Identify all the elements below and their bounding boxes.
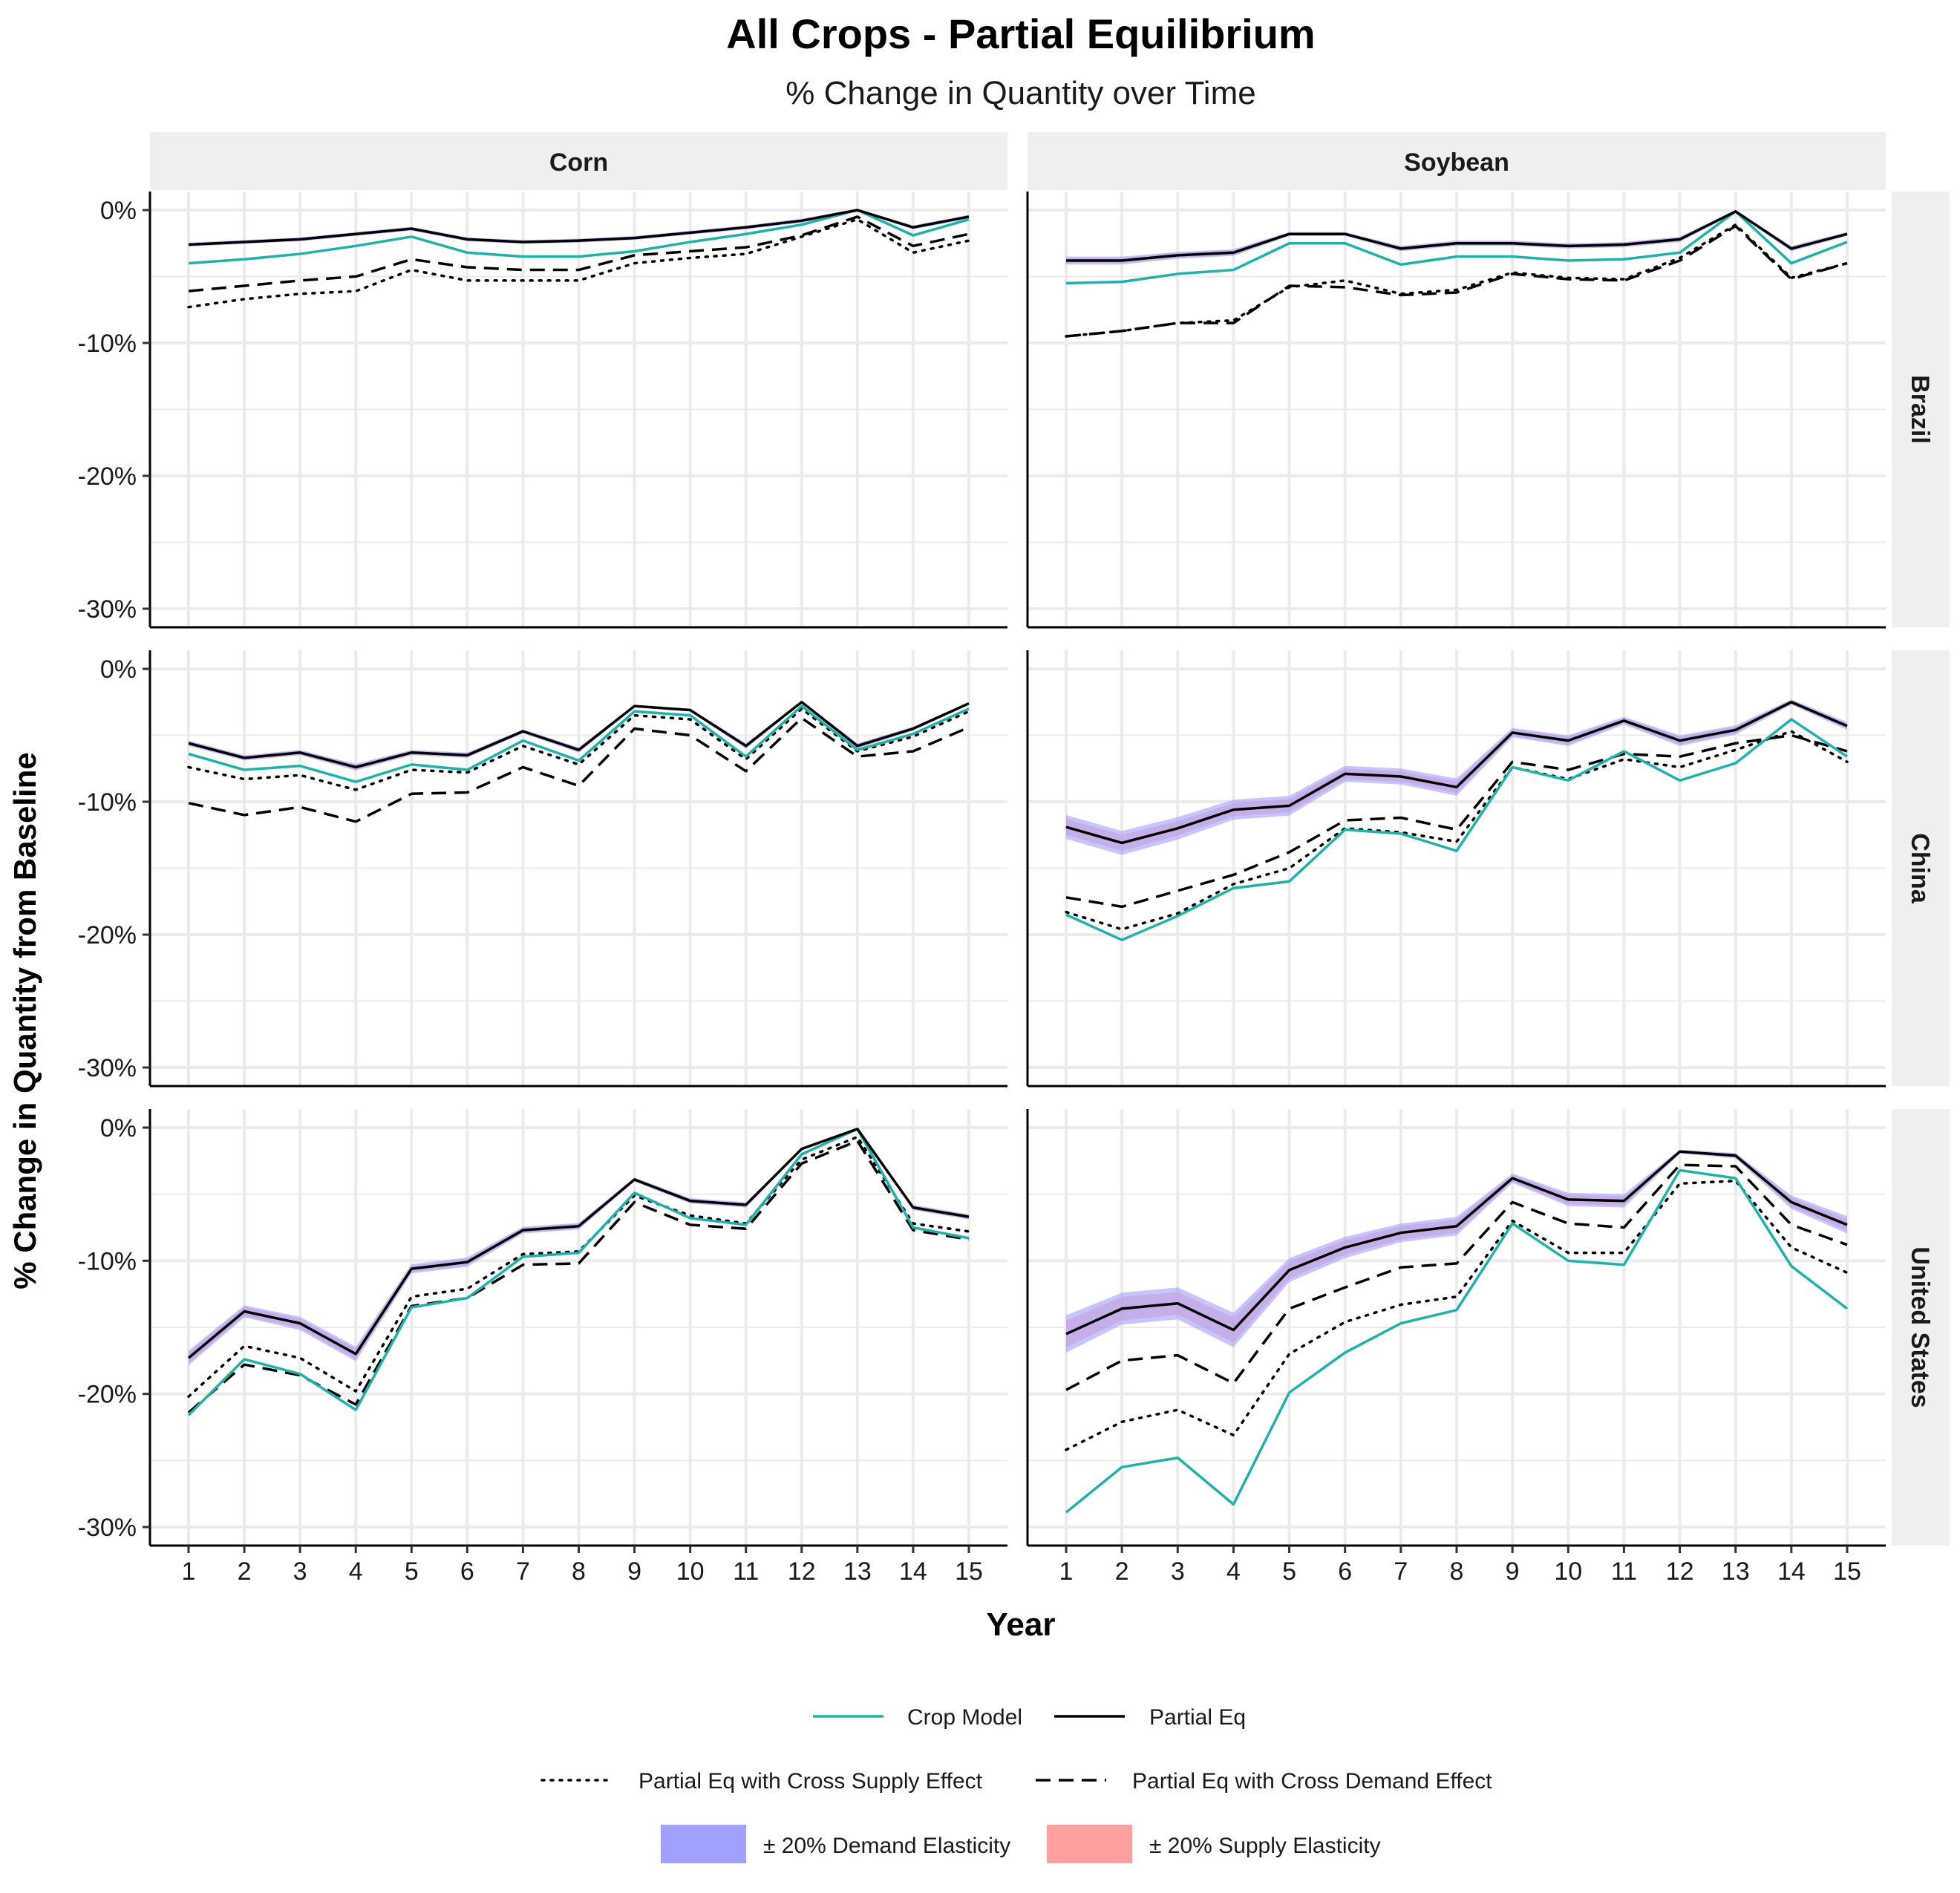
y-tick-label: 0%: [100, 655, 137, 684]
x-tick-label: 13: [1722, 1557, 1750, 1586]
x-tick-label: 10: [676, 1557, 705, 1586]
legend-crop-model-label: Crop Model: [907, 1705, 1022, 1730]
demand-elasticity-band: [1066, 699, 1847, 855]
x-tick-label: 4: [349, 1557, 363, 1586]
crop-model-line: [187, 1128, 970, 1416]
chart-title: All Crops - Partial Equilibrium: [726, 10, 1315, 57]
x-tick-label: 15: [955, 1557, 983, 1586]
y-tick-label: 0%: [100, 1114, 137, 1142]
y-axis-title: % Change in Quantity from Baseline: [7, 752, 42, 1289]
demand-elasticity-band: [189, 209, 969, 247]
cross-demand-line: [1065, 224, 1848, 338]
crop-model-line: [188, 209, 970, 265]
legend-partial-eq-label: Partial Eq: [1149, 1705, 1246, 1730]
legend-cross-supply-label: Partial Eq with Cross Supply Effect: [638, 1769, 983, 1794]
cross-supply-line: [1065, 223, 1849, 338]
x-tick-label: 4: [1226, 1557, 1241, 1586]
legend-cross-demand-label: Partial Eq with Cross Demand Effect: [1132, 1769, 1492, 1794]
x-tick-label: 6: [1338, 1557, 1352, 1586]
x-tick-label: 9: [627, 1557, 641, 1586]
y-tick-label: -30%: [78, 595, 137, 624]
x-tick-label: 5: [1282, 1557, 1296, 1586]
partial-eq-line: [188, 209, 970, 246]
cross-demand-line: [188, 215, 970, 292]
x-tick-label: 12: [788, 1557, 816, 1586]
demand-elasticity-band: [189, 1128, 969, 1366]
cross-supply-line: [187, 1135, 970, 1399]
strip-china: [1892, 650, 1950, 1086]
x-tick-label: 10: [1554, 1557, 1582, 1586]
panel-united-states-soybean: 1 2 3 4 5 6 7 8 9 10 11 12 13 14 15: [1026, 1109, 1886, 1586]
partial-eq-line: [1066, 210, 1848, 262]
strip-corn: [150, 132, 1007, 190]
crop-model-line: [1065, 1168, 1849, 1514]
x-tick-label: 12: [1666, 1557, 1694, 1586]
legend-demand-elasticity-label: ± 20% Demand Elasticity: [763, 1834, 1010, 1858]
strip-united-states: [1892, 1109, 1950, 1546]
panel-china-soybean: [1026, 650, 1886, 1088]
partial-eq-line: [1065, 701, 1848, 845]
partial-eq-line: [1065, 1150, 1848, 1335]
x-tick-label: 3: [293, 1557, 307, 1586]
legend-supply-elasticity-key: [1047, 1825, 1132, 1863]
cross-demand-line: [1065, 1163, 1848, 1391]
legend-supply-elasticity-label: ± 20% Supply Elasticity: [1149, 1834, 1381, 1858]
strip-label-brazil: Brazil: [1906, 375, 1934, 444]
panel-united-states-corn: 0%-10%-20%-30%1 2 3 4 5 6 7 8 9 10 11 12 13 14 15: [78, 1109, 1007, 1586]
crop-model-line: [188, 704, 970, 783]
strip-label-united-states: United States: [1906, 1246, 1934, 1408]
strip-brazil: [1892, 192, 1950, 627]
y-tick-label: -10%: [78, 788, 137, 817]
panel-brazil-soybean: [1026, 192, 1886, 629]
y-tick-label: -30%: [78, 1514, 137, 1542]
y-tick-label: -30%: [78, 1054, 137, 1082]
crop-model-line: [1065, 210, 1848, 285]
y-tick-label: 0%: [100, 197, 137, 225]
strip-soybean: [1028, 132, 1886, 190]
strip-label-corn: Corn: [549, 148, 608, 177]
x-tick-label: 6: [460, 1557, 474, 1586]
x-tick-label: 5: [405, 1557, 419, 1586]
x-tick-label: 2: [1115, 1557, 1129, 1586]
chart-subtitle: % Change in Quantity over Time: [785, 75, 1255, 111]
x-tick-label: 3: [1171, 1557, 1185, 1586]
panel-china-corn: 0% -10% -20% -30%: [78, 650, 1007, 1088]
x-tick-label: 9: [1506, 1557, 1520, 1586]
x-tick-label: 11: [1611, 1557, 1637, 1586]
x-tick-label: 1: [182, 1557, 196, 1586]
x-tick-label: 14: [899, 1557, 927, 1586]
x-tick-label: 14: [1777, 1557, 1806, 1586]
crop-model-line: [1065, 718, 1848, 941]
legend: Crop Model Partial Eq Partial Eq with Cros…: [540, 1705, 1492, 1863]
x-tick-label: 15: [1833, 1557, 1861, 1586]
y-tick-label: -10%: [78, 330, 137, 358]
partial-eq-line: [187, 1128, 970, 1359]
strip-label-china: China: [1906, 833, 1934, 904]
x-tick-label: 7: [1394, 1557, 1408, 1586]
partial-eq-line: [188, 701, 970, 769]
cross-supply-line: [1065, 730, 1849, 931]
x-tick-label: 7: [516, 1557, 530, 1586]
x-tick-label: 8: [1450, 1557, 1464, 1586]
x-axis-title: Year: [987, 1606, 1056, 1643]
panel-brazil-corn: 0% -10% -20% -30%: [78, 192, 1007, 629]
y-tick-label: -20%: [78, 462, 137, 491]
x-tick-label: 13: [843, 1557, 872, 1586]
x-tick-label: 2: [238, 1557, 252, 1586]
x-tick-label: 1: [1059, 1557, 1074, 1586]
x-tick-label: 11: [733, 1557, 759, 1586]
strip-label-soybean: Soybean: [1404, 148, 1509, 177]
x-tick-label: 8: [572, 1557, 586, 1586]
y-tick-label: -10%: [78, 1247, 137, 1275]
y-tick-label: -20%: [78, 921, 137, 949]
legend-demand-elasticity-key: [661, 1825, 746, 1863]
facet-panels: Corn Soybean Brazil China United States 0% -10…: [78, 132, 1950, 1586]
y-tick-label: -20%: [78, 1381, 137, 1409]
